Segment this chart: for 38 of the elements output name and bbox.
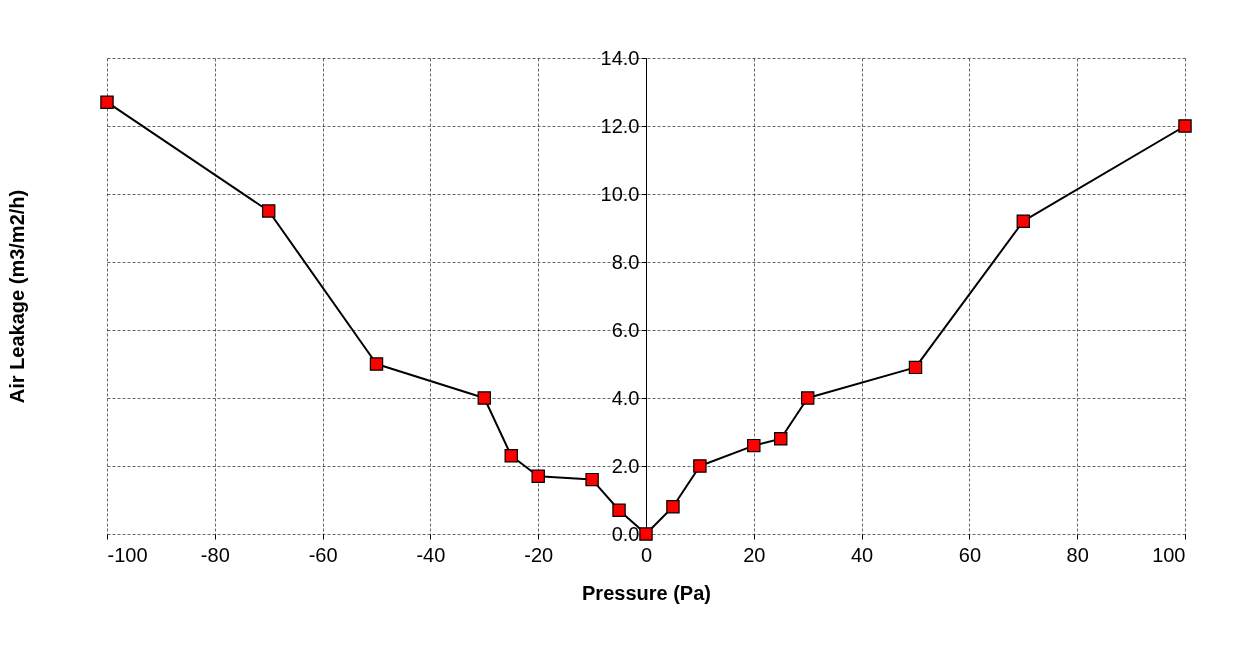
x-axis-title: Pressure (Pa) <box>582 581 711 604</box>
x-tick-label: -40 <box>416 543 446 566</box>
x-tick-label: 20 <box>743 543 766 566</box>
point <box>100 95 114 109</box>
x-tick-label: 40 <box>850 543 874 566</box>
y-axis-title: Air Leakage (m3/m2/h) <box>5 189 28 404</box>
point <box>908 360 923 375</box>
y-tick-label: 2.0 <box>611 454 640 477</box>
y-tick-label: 6.0 <box>611 318 640 341</box>
point <box>504 449 518 463</box>
point <box>800 391 815 405</box>
x-tick-label: -100 <box>107 543 148 566</box>
y-tick-label: 14.0 <box>600 46 640 69</box>
point <box>531 469 545 483</box>
x-tick-label: 100 <box>1152 543 1186 566</box>
y-tick-label: 0.0 <box>611 522 640 545</box>
point <box>693 459 707 473</box>
y-tick-label: 10.0 <box>600 182 640 205</box>
x-tick-label: -80 <box>200 543 230 566</box>
y-tick-label: 4.0 <box>611 386 640 409</box>
point <box>747 438 761 453</box>
point <box>612 503 626 517</box>
point <box>585 472 599 487</box>
point <box>369 357 384 371</box>
y-tick-label: 8.0 <box>611 250 640 273</box>
x-tick-label: 80 <box>1066 543 1089 566</box>
x-tick-label: 0 <box>640 543 653 566</box>
x-tick-label: -20 <box>524 543 554 566</box>
point <box>639 527 653 541</box>
point <box>666 500 680 514</box>
point <box>477 391 492 405</box>
y-tick-label: 12.0 <box>600 114 640 137</box>
point <box>1016 214 1031 228</box>
point <box>261 204 276 218</box>
x-tick-label: 60 <box>958 543 982 566</box>
point <box>774 432 788 446</box>
x-tick-label: -60 <box>308 543 338 566</box>
point <box>1178 119 1192 133</box>
